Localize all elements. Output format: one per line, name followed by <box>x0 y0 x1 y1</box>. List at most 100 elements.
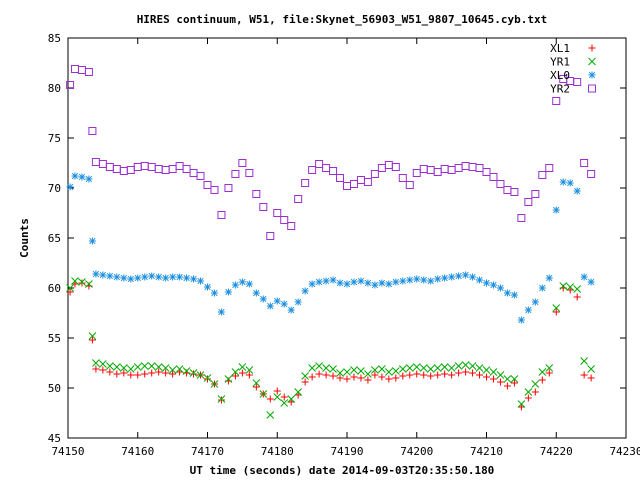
data-point <box>259 390 268 398</box>
data-point <box>378 365 386 373</box>
x-tick-label: 74190 <box>330 445 363 458</box>
data-point <box>66 183 74 191</box>
data-point <box>371 281 379 289</box>
data-point <box>287 395 296 403</box>
data-point <box>182 165 191 173</box>
data-point <box>587 365 595 373</box>
data-point <box>468 362 477 370</box>
data-point <box>412 169 421 177</box>
data-point <box>357 374 365 382</box>
data-point <box>413 275 421 283</box>
data-point <box>357 367 365 375</box>
data-point <box>217 211 226 219</box>
data-point <box>238 159 247 167</box>
data-point <box>88 127 97 135</box>
data-point <box>440 165 449 173</box>
legend-label: XL1 <box>550 42 570 55</box>
data-point <box>377 164 386 172</box>
series-xl1 <box>66 279 595 411</box>
data-point <box>71 172 79 180</box>
data-point <box>406 371 414 379</box>
data-point <box>141 370 149 378</box>
data-point <box>308 364 316 372</box>
data-point <box>482 366 491 374</box>
x-tick-label: 74210 <box>470 445 503 458</box>
data-point <box>385 280 393 288</box>
data-point <box>545 164 554 172</box>
data-point <box>343 375 351 383</box>
data-point <box>496 284 504 292</box>
data-point <box>301 287 309 295</box>
data-point <box>336 369 344 377</box>
data-point <box>419 165 428 173</box>
data-point <box>106 272 114 280</box>
data-point <box>280 393 288 401</box>
data-point <box>559 282 568 290</box>
data-point <box>510 375 519 383</box>
data-point <box>378 373 386 381</box>
data-point <box>231 170 240 178</box>
data-point <box>189 369 198 377</box>
data-point <box>245 280 253 288</box>
data-point <box>462 368 470 376</box>
data-point <box>301 378 309 386</box>
data-point <box>210 186 219 194</box>
data-point <box>329 167 338 175</box>
data-point <box>147 362 156 370</box>
data-point <box>545 274 553 282</box>
data-point <box>133 163 142 171</box>
x-tick-label: 74170 <box>191 445 224 458</box>
data-point <box>573 285 582 293</box>
y-tick-label: 65 <box>48 232 61 245</box>
data-point <box>364 370 372 378</box>
data-point <box>398 174 407 182</box>
data-point <box>392 278 400 286</box>
data-point <box>266 302 274 310</box>
data-point <box>280 399 289 407</box>
data-point <box>273 297 281 305</box>
legend-label: XL0 <box>550 69 570 82</box>
data-point <box>99 271 107 279</box>
data-point <box>517 316 525 324</box>
data-point <box>371 371 379 379</box>
data-point <box>552 97 561 105</box>
y-tick-label: 85 <box>48 32 61 45</box>
data-point <box>92 270 100 278</box>
data-point <box>127 371 135 379</box>
data-point <box>134 371 142 379</box>
data-point <box>524 388 533 396</box>
y-tick-label: 45 <box>48 432 61 445</box>
data-point <box>462 271 470 279</box>
data-point <box>399 372 407 380</box>
data-point <box>245 371 253 379</box>
data-point <box>126 365 135 373</box>
data-point <box>91 158 100 166</box>
x-tick-label: 74230 <box>609 445 640 458</box>
data-point <box>154 165 163 173</box>
data-point <box>168 165 177 173</box>
data-point <box>119 364 128 372</box>
data-point <box>252 383 260 391</box>
data-point <box>266 395 274 403</box>
data-point <box>426 166 435 174</box>
data-point <box>329 276 337 284</box>
data-point <box>531 380 540 388</box>
data-point <box>343 182 351 190</box>
data-point <box>301 372 310 380</box>
data-point <box>510 188 519 196</box>
data-point <box>113 370 121 378</box>
data-point <box>280 300 288 308</box>
data-point <box>447 166 456 174</box>
data-point <box>350 373 358 381</box>
data-point <box>447 364 456 372</box>
data-point <box>210 289 218 297</box>
data-point <box>92 365 100 373</box>
data-point <box>99 366 107 374</box>
data-point <box>427 372 435 380</box>
data-point <box>566 283 575 291</box>
x-tick-label: 74160 <box>121 445 154 458</box>
data-point <box>322 364 330 372</box>
data-point <box>364 279 372 287</box>
data-point <box>461 162 470 170</box>
